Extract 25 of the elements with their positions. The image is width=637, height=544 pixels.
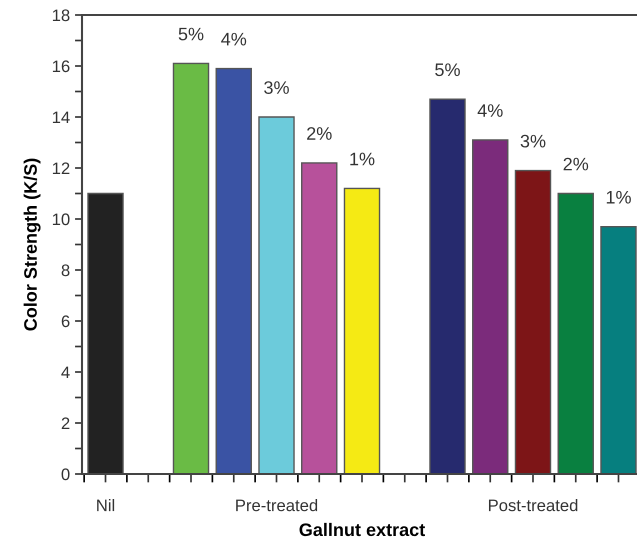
y-tick-label: 16 <box>52 60 70 72</box>
y-tick-label: 8 <box>62 264 70 276</box>
x-axis-title: Gallnut extract <box>300 522 425 536</box>
series-label: 5% <box>435 63 460 76</box>
series-label: 3% <box>264 81 289 94</box>
y-tick-label: 12 <box>52 162 70 174</box>
x-tick-label: Nil <box>97 499 114 512</box>
series-label: 1% <box>350 152 374 166</box>
y-axis-title: Color Strength (K/S) <box>24 158 41 331</box>
series-label: 1% <box>606 190 631 204</box>
y-tick-label: 4 <box>61 366 70 378</box>
y-tick-label: 2 <box>62 417 70 430</box>
series-label: 4% <box>221 32 246 46</box>
series-label: 2% <box>307 127 332 140</box>
series-label: 4% <box>478 104 503 117</box>
y-tick-label: 0 <box>62 468 70 480</box>
y-tick-label: 6 <box>62 315 70 328</box>
x-tick-label: Pre-treated <box>236 499 318 512</box>
series-label: 2% <box>564 158 588 170</box>
x-tick-label: Post-treated <box>488 499 578 512</box>
series-label: 3% <box>520 134 546 148</box>
series-label: 5% <box>178 28 204 40</box>
y-tick-label: 14 <box>52 112 70 124</box>
y-tick-label: 10 <box>52 213 70 226</box>
y-tick-label: 18 <box>52 9 70 22</box>
